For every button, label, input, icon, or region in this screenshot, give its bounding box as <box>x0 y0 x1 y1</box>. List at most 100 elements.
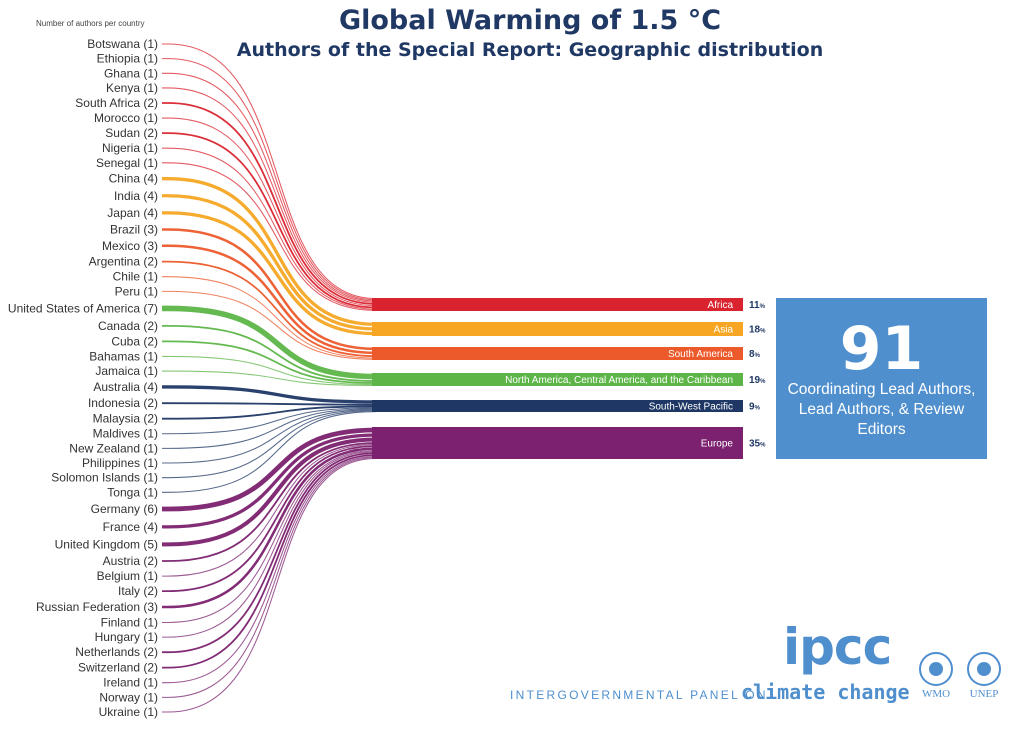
country-label: China (4) <box>109 172 158 186</box>
country-label: Jamaica (1) <box>95 364 158 378</box>
country-label: India (4) <box>114 189 158 203</box>
ipcc-tagline-suffix: climate change <box>741 680 910 704</box>
flow-tonga <box>162 411 377 493</box>
country-label: Germany (6) <box>91 502 158 516</box>
flow-switzerland <box>162 454 377 669</box>
flow-united-states-of-america <box>162 305 377 380</box>
country-label: Bahamas (1) <box>89 349 158 363</box>
region-percent: 18% <box>749 325 766 336</box>
flow-chile <box>162 276 377 359</box>
country-label: New Zealand (1) <box>69 441 158 455</box>
country-label: Russian Federation (3) <box>36 600 158 614</box>
flow-ethiopia <box>162 58 377 301</box>
flow-solomon-islands <box>162 410 377 479</box>
flow-senegal <box>162 162 377 311</box>
region-label: Africa <box>707 300 733 311</box>
country-label: Maldives (1) <box>93 427 158 441</box>
ipcc-logo: ipcc <box>783 618 892 676</box>
country-label: South Africa (2) <box>75 96 158 110</box>
region-bar-south-america <box>372 347 743 360</box>
region-label: Europe <box>701 439 734 450</box>
flow-sudan <box>162 132 377 309</box>
country-label: Switzerland (2) <box>78 661 158 675</box>
flow-canada <box>162 325 377 382</box>
flow-norway <box>162 456 377 698</box>
flow-italy <box>162 445 377 593</box>
flow-ghana <box>162 72 377 302</box>
total-authors-box: 91 Coordinating Lead Authors, Lead Autho… <box>776 298 987 459</box>
legend-title: Number of authors per country <box>36 19 145 28</box>
region-bar-asia <box>372 322 743 336</box>
flow-australia <box>162 385 377 404</box>
country-label: Indonesia (2) <box>88 396 158 410</box>
chart-title-block: Global Warming of 1.5 °C Authors of the … <box>230 4 830 62</box>
country-label: Chile (1) <box>113 270 158 284</box>
flow-germany <box>162 427 377 512</box>
country-label: Hungary (1) <box>95 630 158 644</box>
flow-china <box>162 177 377 326</box>
country-label: Sudan (2) <box>105 126 158 140</box>
country-label: Solomon Islands (1) <box>51 471 158 485</box>
flow-france <box>162 433 377 529</box>
country-label: Botswana (1) <box>87 37 158 51</box>
flow-jamaica <box>162 370 377 387</box>
flow-united-kingdom <box>162 437 377 547</box>
flow-maldives <box>162 407 377 435</box>
country-label: Kenya (1) <box>106 81 158 95</box>
country-label: Ghana (1) <box>104 66 158 80</box>
region-bar-north-america-central-america-and-the-caribbean <box>372 373 743 386</box>
region-percent: 35% <box>749 439 766 450</box>
flow-nigeria <box>162 147 377 310</box>
region-percent: 19% <box>749 375 766 386</box>
flow-botswana <box>162 43 377 300</box>
country-label: Morocco (1) <box>94 111 158 125</box>
country-label: Cuba (2) <box>111 334 158 348</box>
country-label: Australia (4) <box>93 380 158 394</box>
country-label: Nigeria (1) <box>102 141 158 155</box>
country-label: Belgium (1) <box>97 569 158 583</box>
wmo-logo: WMO <box>914 652 958 700</box>
unep-emblem-icon <box>967 652 1001 686</box>
region-label: South America <box>668 349 733 360</box>
flow-south-africa <box>162 102 377 305</box>
total-authors-description: Coordinating Lead Authors, Lead Authors,… <box>787 381 976 438</box>
flow-ukraine <box>162 457 377 713</box>
region-bar-europe <box>372 427 743 459</box>
flow-malaysia <box>162 405 377 420</box>
region-percent: 11% <box>749 300 766 311</box>
flow-russian-federation <box>162 447 377 609</box>
flow-japan <box>162 211 377 336</box>
country-label: Netherlands (2) <box>75 645 158 659</box>
flow-mexico <box>162 244 377 355</box>
country-label: Brazil (3) <box>110 223 158 237</box>
flow-argentina <box>162 260 377 357</box>
country-label: Finland (1) <box>101 615 158 629</box>
country-label: Philippines (1) <box>82 456 158 470</box>
country-label: Peru (1) <box>115 284 158 298</box>
region-label: Asia <box>714 325 734 336</box>
country-label: Ukraine (1) <box>99 705 158 719</box>
region-label: North America, Central America, and the … <box>505 375 733 386</box>
unep-logo: UNEP <box>962 652 1006 700</box>
flow-finland <box>162 449 377 623</box>
chart-title: Global Warming of 1.5 °C <box>338 5 722 36</box>
flow-cuba <box>162 340 377 384</box>
country-label: United Kingdom (5) <box>55 537 158 551</box>
flow-netherlands <box>162 452 377 654</box>
country-label: Senegal (1) <box>96 156 158 170</box>
region-bar-africa <box>372 298 743 311</box>
flow-india <box>162 194 377 331</box>
region-label: South-West Pacific <box>649 402 733 413</box>
country-label: Ethiopia (1) <box>97 52 158 66</box>
country-label: Italy (2) <box>118 584 158 598</box>
total-authors-count: 91 <box>839 314 924 384</box>
flow-austria <box>162 442 377 562</box>
flow-peru <box>162 290 377 360</box>
region-bar-south-west-pacific <box>372 400 743 412</box>
region-percent: 9% <box>749 402 761 413</box>
wmo-emblem-icon <box>919 652 953 686</box>
flow-new-zealand <box>162 408 377 449</box>
country-label: Mexico (3) <box>102 239 158 253</box>
country-label: France (4) <box>103 520 158 534</box>
